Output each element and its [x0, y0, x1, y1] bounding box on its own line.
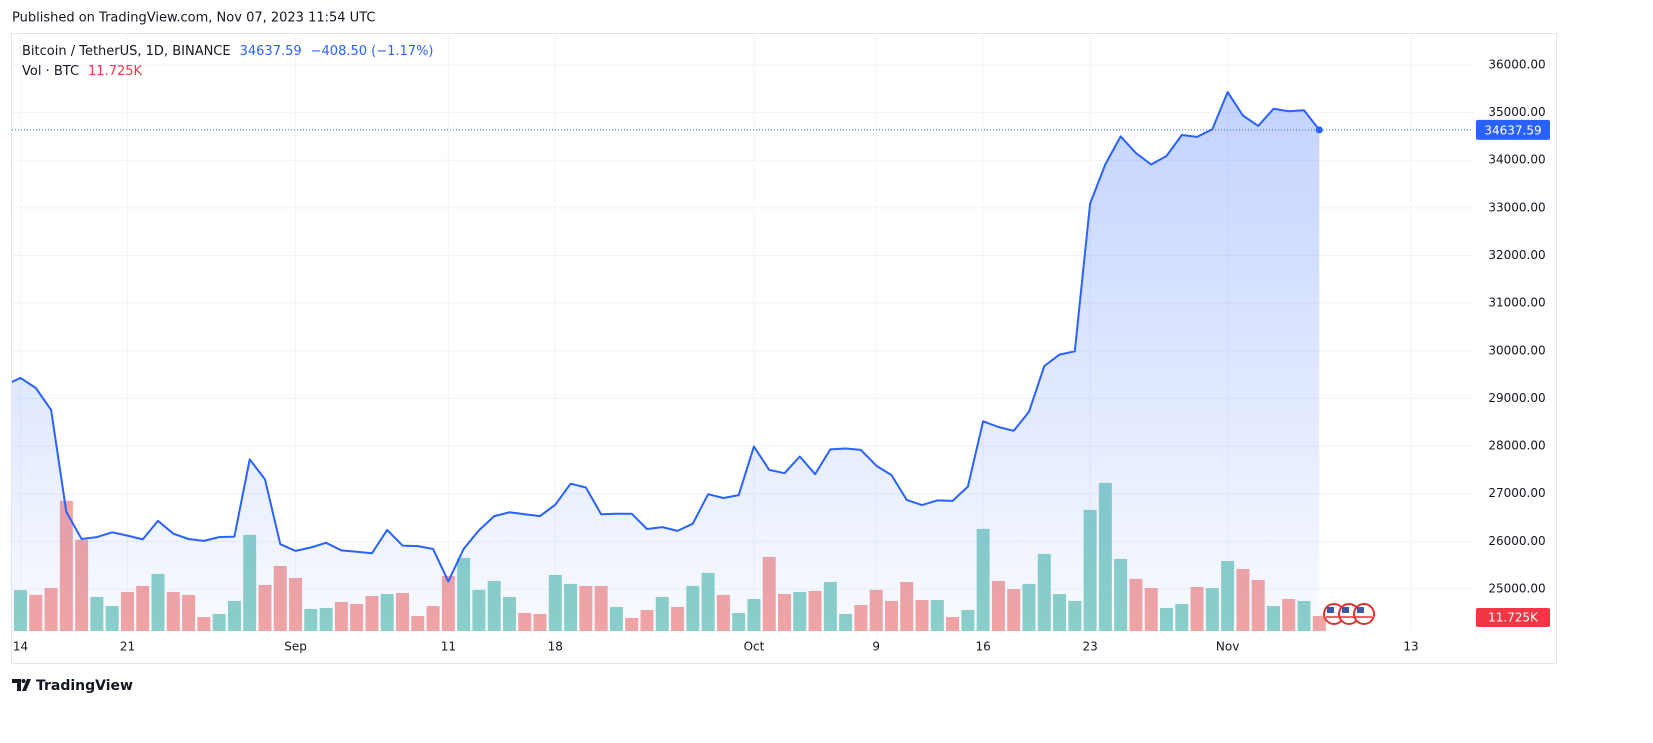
- y-tick-label: 32000.00: [1488, 248, 1545, 262]
- x-tick-label: 21: [120, 640, 135, 654]
- y-tick-label: 28000.00: [1488, 439, 1545, 453]
- x-tick-label: 9: [872, 640, 880, 654]
- x-tick-label: Oct: [744, 640, 765, 654]
- volume-tag-label: 11.725K: [1488, 610, 1539, 624]
- price-change: −408.50 (−1.17%): [311, 44, 434, 59]
- symbol-name: Bitcoin / TetherUS, 1D, BINANCE: [22, 44, 231, 59]
- x-tick-label: 16: [975, 640, 990, 654]
- axes: 25000.00 26000.00 27000.00 28000.00 29000.00…: [13, 57, 1550, 654]
- legend-main: Bitcoin / TetherUS, 1D, BINANCE 34637.59−…: [22, 44, 434, 59]
- y-tick-label: 29000.00: [1488, 391, 1545, 405]
- y-tick-label: 25000.00: [1488, 581, 1545, 595]
- y-tick-label: 34000.00: [1488, 153, 1545, 167]
- brand-name: TradingView: [36, 678, 133, 694]
- price-tag: [1476, 119, 1550, 140]
- chart-frame: [11, 33, 1557, 664]
- x-tick-label: Nov: [1216, 640, 1239, 654]
- area-fill: [12, 92, 1320, 631]
- published-note: Published on TradingView.com, Nov 07, 20…: [12, 11, 375, 26]
- last-volume: 11.725K: [88, 64, 142, 79]
- x-tick-label: Sep: [284, 640, 307, 654]
- y-tick-label: 31000.00: [1488, 296, 1545, 310]
- y-tick-label: 30000.00: [1488, 343, 1545, 357]
- volume-tag: [1476, 607, 1550, 627]
- y-tick-label: 26000.00: [1488, 534, 1545, 548]
- plot-area: [12, 91, 1473, 631]
- x-tick-label: 13: [1403, 640, 1418, 654]
- x-tick-label: 18: [548, 640, 563, 654]
- volume-name: Vol · BTC: [22, 64, 79, 79]
- x-tick-label: 23: [1082, 640, 1097, 654]
- y-tick-label: 27000.00: [1488, 486, 1545, 500]
- event-icons: [1323, 603, 1375, 625]
- y-tick-label: 36000.00: [1488, 57, 1545, 71]
- x-tick-label: 11: [441, 640, 456, 654]
- y-tick-label: 35000.00: [1488, 105, 1545, 119]
- x-tick-label: 14: [13, 640, 28, 654]
- price-tag-label: 34637.59: [1484, 123, 1541, 137]
- legend-volume: Vol · BTC 11.725K: [22, 64, 143, 79]
- y-tick-label: 33000.00: [1488, 200, 1545, 214]
- brand-logo: [12, 679, 31, 691]
- last-price: 34637.59: [240, 44, 302, 59]
- price-line: [12, 91, 1321, 583]
- last-price-dot: [1315, 126, 1323, 134]
